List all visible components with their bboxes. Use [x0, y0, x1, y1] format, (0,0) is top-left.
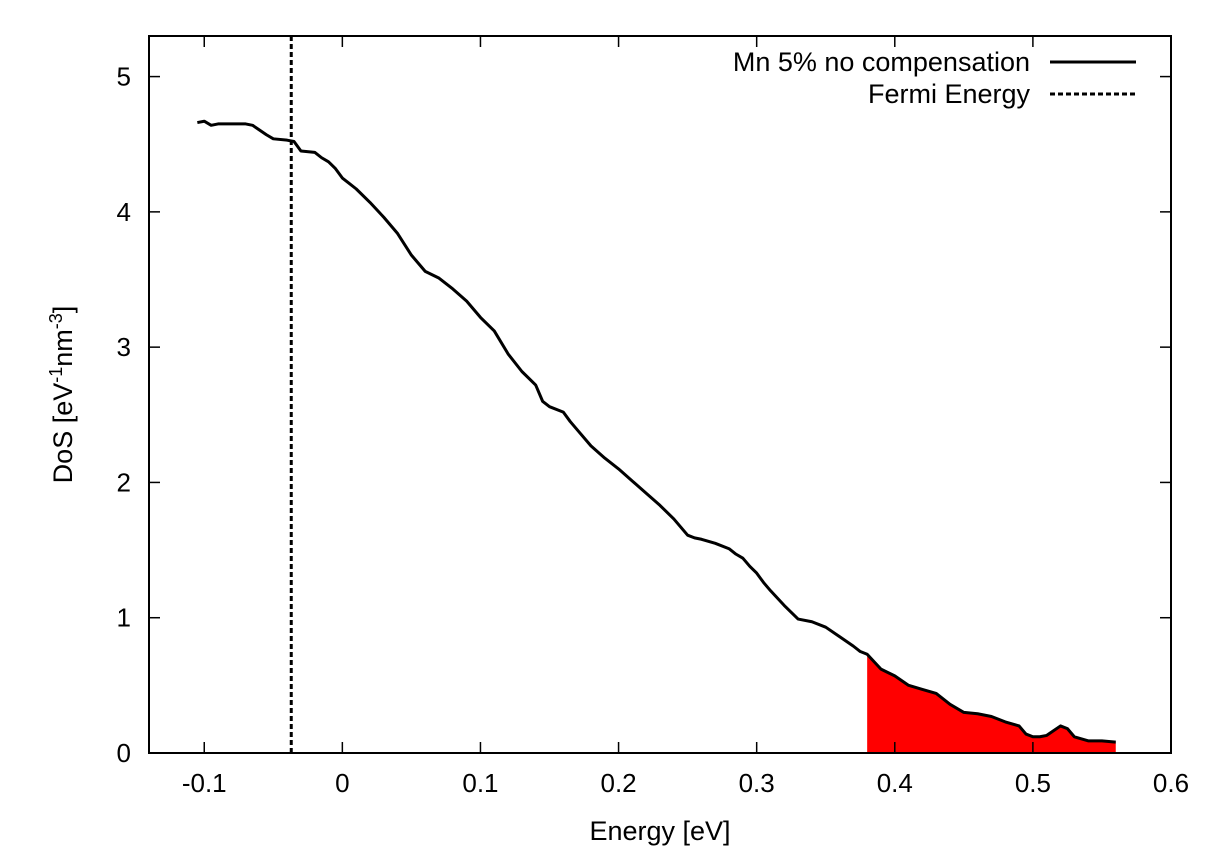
- y-axis-label: DoS [eV-1nm-3]: [46, 306, 78, 484]
- x-tick-label: 0.6: [1153, 768, 1189, 798]
- legend-label-fermi: Fermi Energy: [868, 79, 1031, 109]
- shaded-region: [867, 654, 1116, 753]
- y-axis-label-sup-1: -1: [46, 367, 66, 383]
- shaded-region-layer: [867, 654, 1116, 753]
- x-tick-label: 0: [335, 768, 349, 798]
- x-axis-label: Energy [eV]: [589, 816, 730, 846]
- x-tick-label: 0.4: [877, 768, 913, 798]
- series-layer: [197, 36, 1116, 753]
- legend: Mn 5% no compensation Fermi Energy: [733, 47, 1136, 109]
- x-tick-label: 0.3: [739, 768, 775, 798]
- legend-label-series: Mn 5% no compensation: [733, 47, 1030, 77]
- y-tick-label: 5: [117, 62, 131, 92]
- plot-frame: [148, 35, 1172, 754]
- tick-marks: [149, 36, 1172, 754]
- y-tick-label: 1: [117, 603, 131, 633]
- y-axis-label-part-3: ]: [48, 306, 78, 314]
- x-tick-label: 0.5: [1015, 768, 1051, 798]
- tick-labels: -0.1 0 0.1 0.2 0.3 0.4 0.5 0.6 0 1 2 3 4 5: [117, 62, 1190, 798]
- x-tick-label: 0.2: [600, 768, 636, 798]
- series-line-mn5: [197, 119, 1116, 744]
- y-tick-label: 3: [117, 332, 131, 362]
- x-tick-label: 0.1: [462, 768, 498, 798]
- y-axis-label-part-1: DoS [eV: [48, 383, 78, 484]
- x-tick-label: -0.1: [182, 768, 227, 798]
- y-tick-label: 4: [117, 197, 131, 227]
- y-tick-label: 2: [117, 467, 131, 497]
- y-axis-label-sup-2: -3: [46, 313, 66, 329]
- y-tick-label: 0: [117, 738, 131, 768]
- y-axis-label-part-2: nm: [48, 329, 78, 367]
